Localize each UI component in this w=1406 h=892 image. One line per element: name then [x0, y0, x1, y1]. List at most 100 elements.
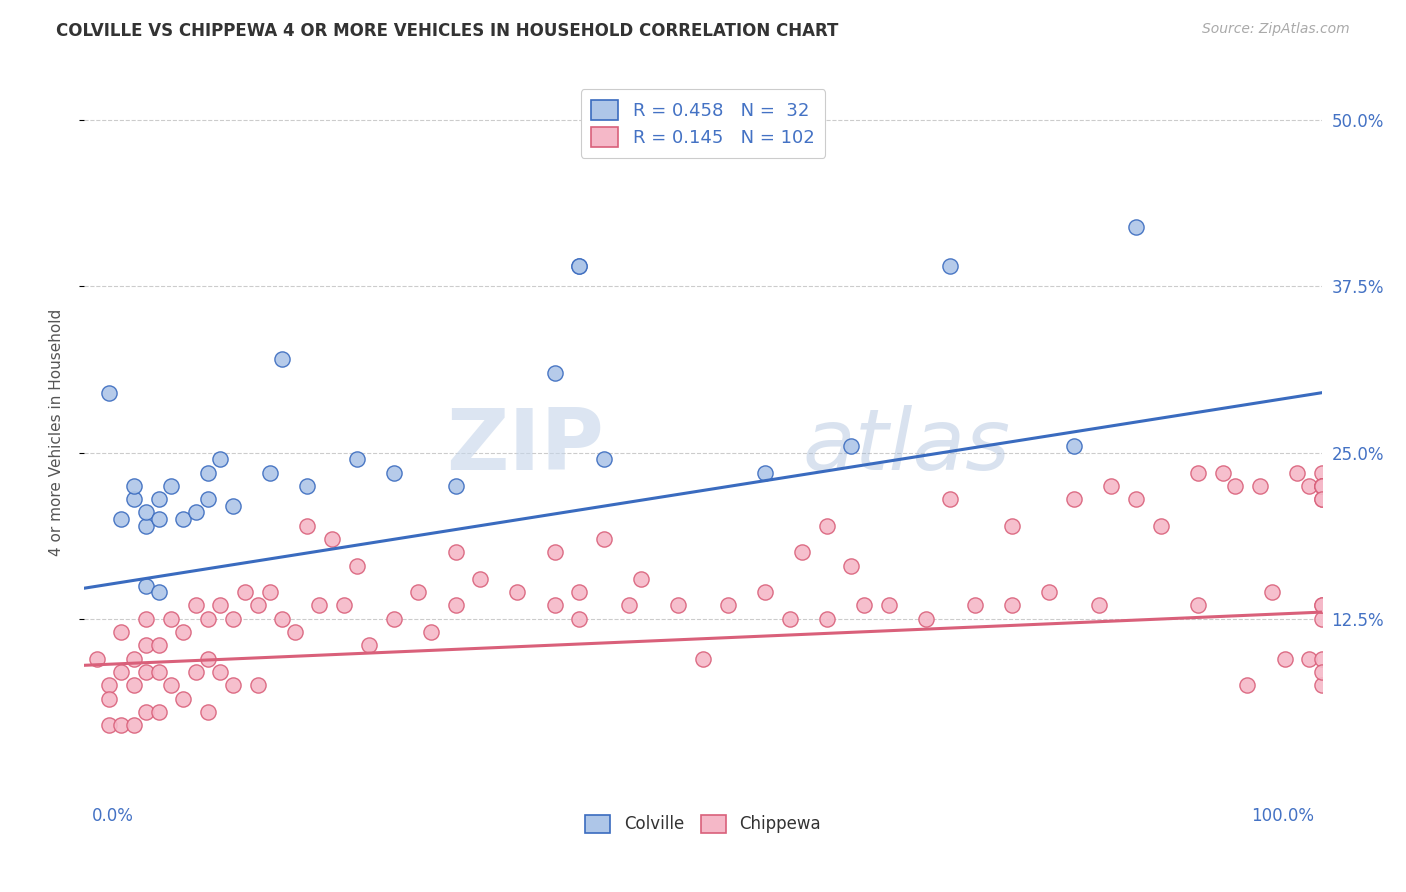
Point: [160, 612, 183, 626]
Point: [666, 599, 689, 613]
Point: [135, 518, 157, 533]
Point: [1310, 651, 1333, 665]
Point: [1310, 479, 1333, 493]
Point: [160, 678, 183, 692]
Point: [1063, 439, 1085, 453]
Point: [233, 585, 256, 599]
Point: [382, 612, 405, 626]
Point: [110, 512, 132, 526]
Point: [914, 612, 936, 626]
Point: [1310, 665, 1333, 679]
Point: [841, 439, 863, 453]
Point: [148, 512, 170, 526]
Point: [197, 466, 219, 480]
Point: [815, 612, 838, 626]
Point: [122, 718, 145, 732]
Point: [408, 585, 430, 599]
Point: [122, 651, 145, 665]
Point: [444, 479, 467, 493]
Legend: Colville, Chippewa: Colville, Chippewa: [579, 808, 827, 840]
Point: [1212, 466, 1234, 480]
Point: [593, 452, 616, 467]
Point: [110, 665, 132, 679]
Point: [815, 518, 838, 533]
Point: [346, 452, 368, 467]
Point: [271, 612, 294, 626]
Text: Source: ZipAtlas.com: Source: ZipAtlas.com: [1202, 22, 1350, 37]
Point: [1298, 651, 1320, 665]
Y-axis label: 4 or more Vehicles in Household: 4 or more Vehicles in Household: [49, 309, 63, 557]
Point: [877, 599, 900, 613]
Point: [1310, 492, 1333, 507]
Point: [1038, 585, 1060, 599]
Text: 0.0%: 0.0%: [91, 807, 134, 825]
Point: [259, 466, 281, 480]
Point: [98, 385, 121, 400]
Point: [172, 691, 194, 706]
Point: [841, 558, 863, 573]
Point: [122, 492, 145, 507]
Point: [197, 492, 219, 507]
Point: [939, 492, 962, 507]
Point: [568, 260, 591, 274]
Point: [122, 678, 145, 692]
Point: [222, 499, 245, 513]
Point: [222, 612, 245, 626]
Point: [271, 352, 294, 367]
Point: [135, 612, 157, 626]
Point: [1223, 479, 1246, 493]
Point: [333, 599, 356, 613]
Point: [148, 492, 170, 507]
Point: [172, 625, 194, 640]
Point: [568, 585, 591, 599]
Point: [1125, 492, 1147, 507]
Point: [1001, 599, 1024, 613]
Point: [470, 572, 492, 586]
Point: [1274, 651, 1296, 665]
Point: [209, 599, 232, 613]
Text: atlas: atlas: [801, 405, 1010, 488]
Point: [382, 466, 405, 480]
Point: [1187, 466, 1209, 480]
Point: [308, 599, 330, 613]
Point: [1236, 678, 1258, 692]
Point: [1150, 518, 1173, 533]
Point: [148, 585, 170, 599]
Point: [197, 612, 219, 626]
Point: [135, 705, 157, 719]
Point: [1310, 479, 1333, 493]
Point: [852, 599, 875, 613]
Point: [135, 505, 157, 519]
Point: [1285, 466, 1308, 480]
Point: [692, 651, 714, 665]
Point: [1261, 585, 1284, 599]
Point: [135, 578, 157, 592]
Point: [717, 599, 740, 613]
Point: [1063, 492, 1085, 507]
Point: [184, 599, 207, 613]
Point: [346, 558, 368, 573]
Point: [110, 718, 132, 732]
Point: [209, 452, 232, 467]
Point: [86, 651, 108, 665]
Point: [197, 651, 219, 665]
Point: [1099, 479, 1122, 493]
Point: [617, 599, 640, 613]
Point: [259, 585, 281, 599]
Point: [1187, 599, 1209, 613]
Point: [754, 466, 776, 480]
Point: [209, 665, 232, 679]
Point: [790, 545, 813, 559]
Point: [965, 599, 987, 613]
Text: COLVILLE VS CHIPPEWA 4 OR MORE VEHICLES IN HOUSEHOLD CORRELATION CHART: COLVILLE VS CHIPPEWA 4 OR MORE VEHICLES …: [56, 22, 838, 40]
Point: [135, 665, 157, 679]
Point: [1001, 518, 1024, 533]
Point: [1249, 479, 1271, 493]
Point: [1310, 678, 1333, 692]
Point: [98, 678, 121, 692]
Point: [98, 691, 121, 706]
Point: [568, 612, 591, 626]
Point: [1310, 612, 1333, 626]
Point: [246, 678, 269, 692]
Point: [1310, 479, 1333, 493]
